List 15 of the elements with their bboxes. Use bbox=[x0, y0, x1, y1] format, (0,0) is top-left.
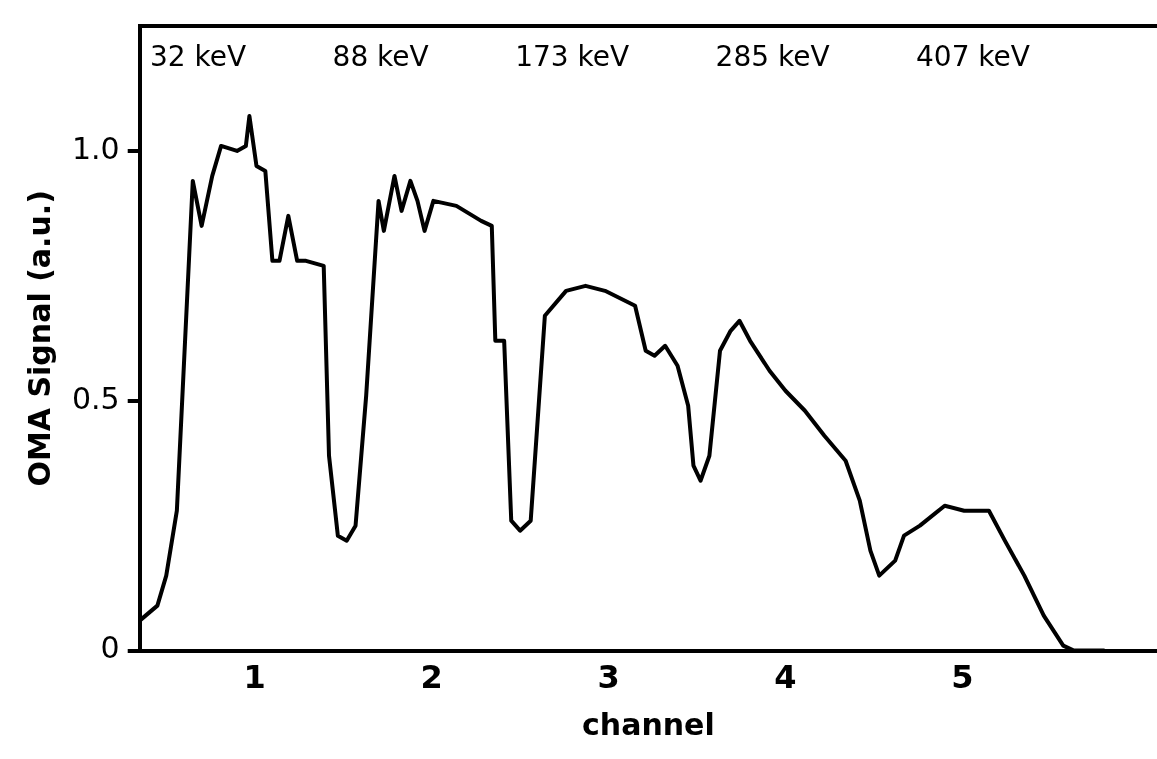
x-tick-label: 4 bbox=[774, 658, 797, 697]
x-tick-label: 2 bbox=[420, 658, 443, 697]
annotation: 407 keV bbox=[916, 40, 1030, 73]
annotation: 285 keV bbox=[715, 40, 830, 73]
x-tick-label: 3 bbox=[597, 658, 620, 697]
annotation: 88 keV bbox=[332, 40, 429, 73]
y-tick-label: 0 bbox=[100, 630, 120, 666]
y-tick-label: 0.5 bbox=[71, 380, 120, 416]
x-tick-label: 5 bbox=[951, 658, 974, 697]
x-tick-label: 1 bbox=[243, 658, 266, 697]
annotation: 173 keV bbox=[515, 40, 630, 73]
y-axis-title: OMA Signal (a.u.) bbox=[21, 190, 57, 487]
annotation: 32 keV bbox=[150, 40, 247, 73]
y-tick-label: 1.0 bbox=[71, 130, 120, 166]
x-axis-title: channel bbox=[581, 706, 715, 742]
